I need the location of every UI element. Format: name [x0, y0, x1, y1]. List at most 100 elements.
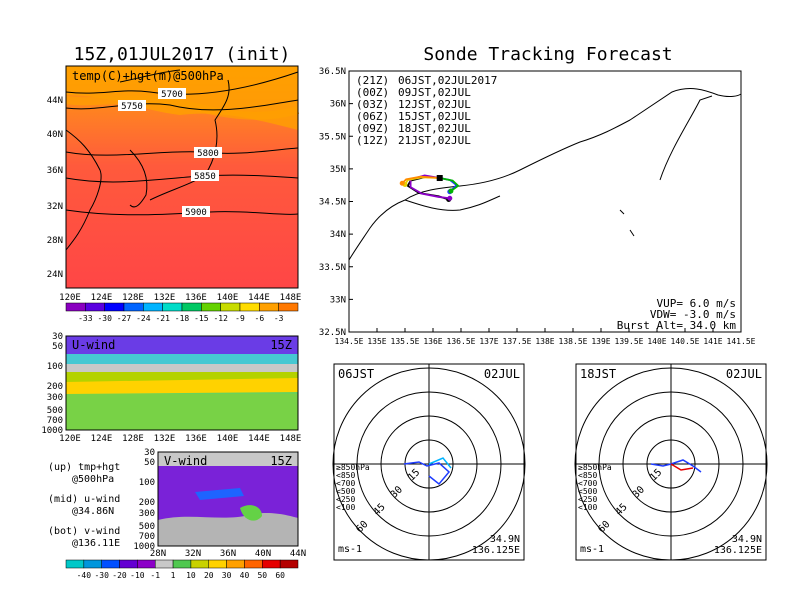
- coastline-korea: [129, 149, 148, 208]
- legend-entry: 12JST,02JUL: [398, 98, 471, 111]
- hodograph-level-label: <250: [336, 495, 355, 504]
- wind-colorbar-tick: 20: [204, 571, 214, 580]
- uwind-y-tick: 700: [47, 416, 63, 426]
- uwind-x-ticks: 120E 124E 128E 132E 136E 140E 144E 148E: [59, 434, 301, 444]
- wind-colorbar-tick: 50: [257, 571, 267, 580]
- track-y-tick: 36N: [330, 100, 346, 110]
- track-x-tick: 134.5E: [335, 337, 364, 346]
- contour-5700: [65, 71, 299, 95]
- legend-entry: 06JST,02JUL2017: [398, 74, 497, 87]
- wind-colorbar-tick: 10: [186, 571, 196, 580]
- hodograph-date: 02JUL: [484, 367, 520, 381]
- track-y-ticks: 36.5N 36N 35.5N 35N 34.5N 34N 33.5N 33N 32.5N: [319, 67, 353, 338]
- track-x-tick: 136.5E: [447, 337, 476, 346]
- hodograph-level-label: <500: [336, 487, 355, 496]
- track-y-tick: 35.5N: [319, 132, 346, 142]
- contour-label: 5900: [185, 208, 207, 218]
- uwind-x-tick: 148E: [280, 434, 302, 444]
- vwind-southerly-core: [195, 488, 244, 500]
- colorbar-tick: -18: [175, 314, 190, 323]
- colorbar-swatch: [181, 302, 202, 312]
- top-map-x-ticks: 120E 124E 128E 132E 136E 140E 144E 148E: [59, 293, 301, 303]
- hodograph-lon: 136.125E: [714, 545, 762, 556]
- colorbar-tick: -24: [136, 314, 151, 323]
- track-line: [439, 177, 460, 192]
- vwind-x-tick: 32N: [185, 549, 201, 559]
- hodograph-lat: 34.9N: [732, 534, 762, 545]
- islands: [619, 209, 635, 237]
- coastline-honshu: [404, 88, 742, 201]
- wind-colorbar: -40 -30 -20 -10 -1 1 10 20 30 40 50 60: [65, 559, 299, 580]
- legend-code: (09Z): [356, 122, 389, 135]
- hodograph-unit: ms-1: [338, 544, 362, 555]
- hodograph-level-label: <850: [578, 471, 597, 480]
- track-x-tick: 141E: [703, 337, 722, 346]
- vwind-northerly: [240, 505, 262, 521]
- hodograph-unit: ms-1: [580, 544, 604, 555]
- wind-colorbar-tick: -10: [130, 571, 145, 580]
- legend-entry: 21JST,02JUL: [398, 134, 471, 147]
- track-y-tick: 33N: [330, 295, 346, 305]
- colorbar-tick: -6: [255, 314, 265, 323]
- vwind-x-ticks: 28N 32N 36N 40N 44N: [150, 549, 306, 559]
- contour-label-bg: [191, 170, 219, 181]
- track-y-tick: 34.5N: [319, 198, 346, 208]
- colorbar-swatch: [104, 302, 125, 312]
- wind-colorbar-swatch: [172, 559, 192, 569]
- top-map-label: temp(C)+hgt(m)@500hPa: [72, 69, 224, 83]
- wind-colorbar-swatch: [244, 559, 263, 569]
- wind-colorbar-tick: 30: [222, 571, 232, 580]
- hodograph-lon: 136.125E: [472, 545, 520, 556]
- x-tick-label: 124E: [91, 293, 113, 303]
- vwind-calm-bottom: [158, 513, 298, 546]
- uwind-y-tick: 200: [47, 382, 63, 392]
- wind-colorbar-tick: -30: [94, 571, 109, 580]
- wind-colorbar-swatch: [154, 559, 174, 569]
- right-title: Sonde Tracking Forecast: [423, 44, 672, 65]
- wind-colorbar-tick: 60: [275, 571, 285, 580]
- uwind-x-tick: 128E: [122, 434, 144, 444]
- uwind-jet-core: [66, 378, 298, 394]
- note-bot: (bot) v-wind: [48, 526, 120, 537]
- colorbar-swatch: [201, 302, 221, 312]
- note-up: (up) tmp+hgt: [48, 462, 120, 473]
- uwind-label: U-wind: [72, 338, 115, 352]
- vwind-y-tick: 100: [139, 478, 155, 488]
- vwind-y-tick: 700: [139, 532, 155, 542]
- hodograph-level-label: ≥850hPa: [578, 463, 612, 472]
- uwind-x-tick: 124E: [91, 434, 113, 444]
- contour-5750: [65, 99, 299, 111]
- contour-label: 5750: [121, 102, 143, 112]
- track-x-tick: 141.5E: [727, 337, 756, 346]
- top-map-frame: [65, 65, 299, 289]
- uwind-weak: [66, 354, 298, 364]
- y-tick-label: 36N: [47, 166, 63, 176]
- hodograph-level-label: ≥850hPa: [336, 463, 370, 472]
- track-x-tick: 139.5E: [615, 337, 644, 346]
- track-y-tick: 36.5N: [319, 67, 346, 77]
- uwind-x-tick: 144E: [248, 434, 270, 444]
- colorbar-swatch: [259, 302, 279, 312]
- colorbar-swatch: [85, 302, 105, 312]
- hodograph-level-label: <100: [578, 503, 597, 512]
- colorbar-tick: -9: [235, 314, 245, 323]
- track-x-tick: 138E: [535, 337, 554, 346]
- track-x-tick: 135E: [367, 337, 386, 346]
- colorbar-swatch: [278, 302, 299, 312]
- colorbar-swatch: [123, 302, 144, 312]
- y-tick-label: 44N: [47, 96, 63, 106]
- legend-code: (12Z): [356, 134, 389, 147]
- wind-colorbar-swatch: [65, 559, 85, 569]
- vwind-calm-top: [158, 452, 298, 466]
- track-x-tick: 136E: [423, 337, 442, 346]
- track-endpoint: [448, 188, 454, 194]
- colorbar-tick: -15: [194, 314, 209, 323]
- track-param: VUP= 6.0 m/s: [657, 297, 736, 310]
- uwind-x-tick: 132E: [154, 434, 176, 444]
- track-y-tick: 34N: [330, 230, 346, 240]
- wind-colorbar-tick: -20: [112, 571, 127, 580]
- uwind-x-tick: 136E: [185, 434, 207, 444]
- wind-colorbar-swatch: [208, 559, 227, 569]
